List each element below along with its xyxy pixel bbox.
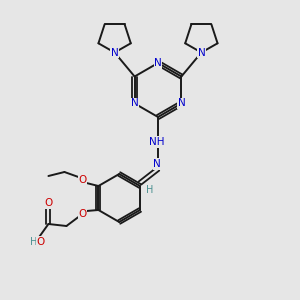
Text: N: N bbox=[178, 98, 185, 109]
Text: N: N bbox=[111, 47, 119, 58]
Text: O: O bbox=[36, 237, 45, 247]
Text: N: N bbox=[154, 58, 162, 68]
Text: H: H bbox=[146, 185, 154, 195]
Text: H: H bbox=[30, 237, 37, 247]
Text: N: N bbox=[153, 159, 161, 169]
Text: O: O bbox=[78, 209, 87, 219]
Text: N: N bbox=[197, 47, 205, 58]
Text: O: O bbox=[44, 198, 52, 208]
Text: NH: NH bbox=[149, 137, 165, 147]
Text: O: O bbox=[78, 175, 87, 185]
Text: N: N bbox=[131, 98, 139, 109]
